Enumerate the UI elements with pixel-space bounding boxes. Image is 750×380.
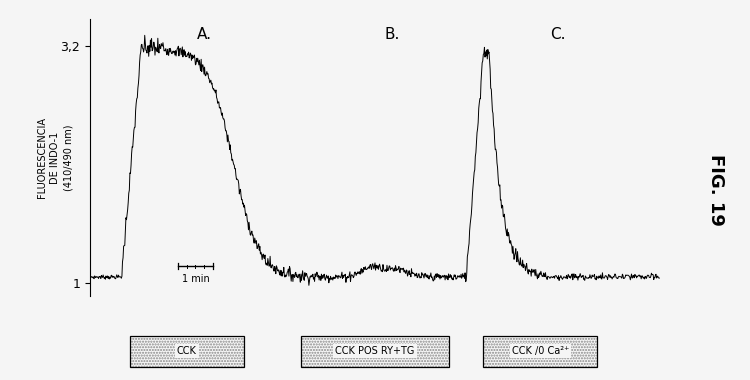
- Text: A.: A.: [196, 27, 211, 42]
- Text: FIG. 19: FIG. 19: [707, 154, 725, 226]
- Y-axis label: FLUORESCENCIA
DE INDO-1
(410/490 nm): FLUORESCENCIA DE INDO-1 (410/490 nm): [37, 117, 74, 198]
- Text: 1 min: 1 min: [182, 274, 209, 284]
- Text: CCK POS RY+TG: CCK POS RY+TG: [335, 346, 415, 356]
- Text: CCK /0 Ca²⁺: CCK /0 Ca²⁺: [512, 346, 569, 356]
- Text: C.: C.: [550, 27, 566, 42]
- Text: CCK: CCK: [177, 346, 197, 356]
- Text: B.: B.: [385, 27, 400, 42]
